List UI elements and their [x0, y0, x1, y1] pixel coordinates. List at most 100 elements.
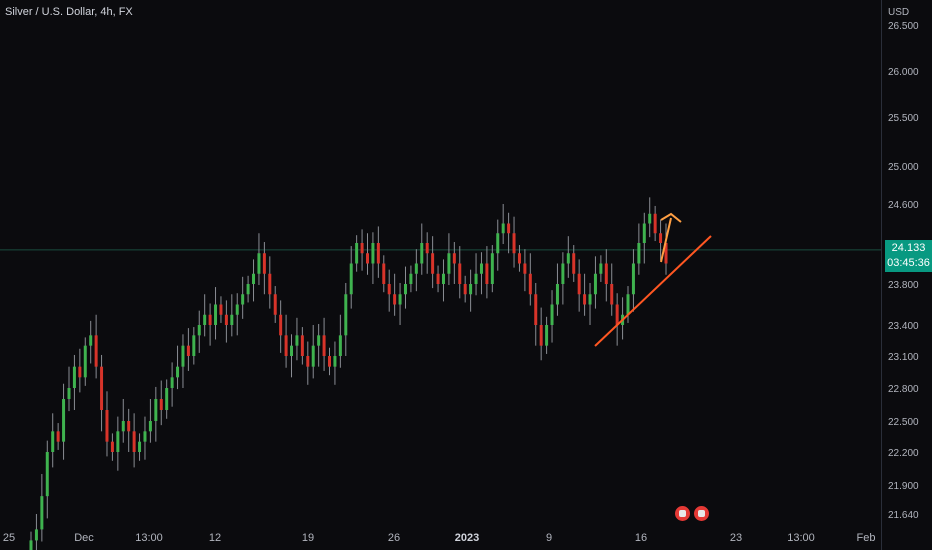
candle-body	[447, 253, 451, 274]
candle-body	[290, 345, 294, 356]
candle-body	[376, 243, 380, 264]
time-tick-label: 23	[730, 532, 742, 544]
candle-body	[203, 314, 207, 325]
time-tick-label: 2023	[455, 532, 479, 544]
time-tick-label: 13:00	[787, 532, 815, 544]
time-tick-label: 19	[302, 532, 314, 544]
candle-body	[393, 294, 397, 305]
candle-body	[132, 431, 136, 452]
candle-body	[517, 253, 521, 264]
candle-body	[572, 253, 576, 274]
candle-body	[355, 243, 359, 264]
price-tick-label: 22.800	[888, 384, 919, 395]
price-tick-label: 21.900	[888, 481, 919, 492]
candle-body	[45, 452, 49, 497]
candle-body	[83, 345, 87, 378]
candle-body	[577, 273, 581, 295]
candle-body	[192, 335, 196, 356]
candle-body	[539, 325, 543, 346]
candle-body	[252, 273, 256, 284]
current-price-value: 24.133	[891, 242, 926, 254]
candle-body	[409, 273, 413, 284]
candle-body	[642, 223, 646, 243]
candle-body	[659, 233, 663, 243]
candle-body	[34, 529, 38, 541]
candle-body	[479, 263, 483, 274]
candle-body	[583, 294, 587, 305]
candle-body	[431, 253, 435, 274]
flag-icon[interactable]	[675, 506, 690, 521]
candle-body	[67, 388, 71, 399]
candle-body	[610, 284, 614, 305]
candle-body	[219, 304, 223, 315]
candle-body	[154, 399, 158, 421]
candle-body	[555, 284, 559, 305]
candle-body	[306, 356, 310, 367]
candle-body	[170, 377, 174, 388]
candle-body	[512, 233, 516, 254]
trendline	[594, 235, 712, 347]
candle-body	[344, 294, 348, 336]
arrow-shaft	[660, 217, 672, 263]
candle-body	[588, 294, 592, 305]
time-tick-label: Feb	[857, 532, 876, 544]
candle-body	[371, 243, 375, 264]
candle-body	[593, 273, 597, 295]
candle-body	[458, 263, 462, 284]
bar-countdown: 03:45:36	[887, 257, 930, 269]
candle-body	[72, 366, 76, 388]
candle-body	[615, 304, 619, 325]
candle-body	[403, 284, 407, 295]
price-tick-label: 22.200	[888, 448, 919, 459]
candle-body	[121, 421, 125, 432]
candle-body	[349, 263, 353, 295]
candle-body	[94, 335, 98, 367]
candle-body	[116, 431, 120, 452]
candle-body	[501, 223, 505, 234]
candle-body	[165, 388, 169, 410]
candle-body	[311, 345, 315, 367]
candle-body	[485, 263, 489, 284]
candle-body	[214, 304, 218, 325]
candle-body	[268, 273, 272, 295]
candle-body	[550, 304, 554, 325]
candle-body	[333, 356, 337, 367]
candle-body	[420, 243, 424, 264]
candle-body	[648, 213, 652, 224]
candle-body	[127, 421, 131, 432]
candle-body	[143, 431, 147, 442]
candle-body	[105, 410, 109, 442]
candle-body	[631, 263, 635, 295]
candle-body	[197, 325, 201, 336]
price-tick-label: 26.000	[888, 67, 919, 78]
candle-body	[317, 335, 321, 346]
candle-body	[452, 253, 456, 264]
price-tick-label: 22.500	[888, 417, 919, 428]
candle-body	[599, 263, 603, 274]
time-tick-label: 13:00	[135, 532, 163, 544]
price-tick-label: 26.500	[888, 21, 919, 32]
flag-icon[interactable]	[694, 506, 709, 521]
candle-body	[262, 253, 266, 274]
candle-body	[257, 253, 261, 274]
candle-body	[208, 314, 212, 325]
chart-title: Silver / U.S. Dollar, 4h, FX	[5, 6, 133, 18]
candle-body	[51, 431, 55, 452]
candle-body	[40, 496, 44, 530]
candle-body	[148, 421, 152, 432]
price-tick-label: 25.500	[888, 113, 919, 124]
candle-body	[441, 273, 445, 284]
time-tick-label: 16	[635, 532, 647, 544]
candle-body	[604, 263, 608, 284]
candle-body	[181, 345, 185, 367]
candle-body	[300, 335, 304, 356]
price-tick-label: 23.800	[888, 280, 919, 291]
candle-body	[463, 284, 467, 295]
candle-body	[284, 335, 288, 356]
candle-body	[398, 294, 402, 305]
candle-body	[138, 441, 142, 452]
candle-body	[414, 263, 418, 274]
candle-body	[561, 263, 565, 284]
candle-body	[534, 294, 538, 325]
